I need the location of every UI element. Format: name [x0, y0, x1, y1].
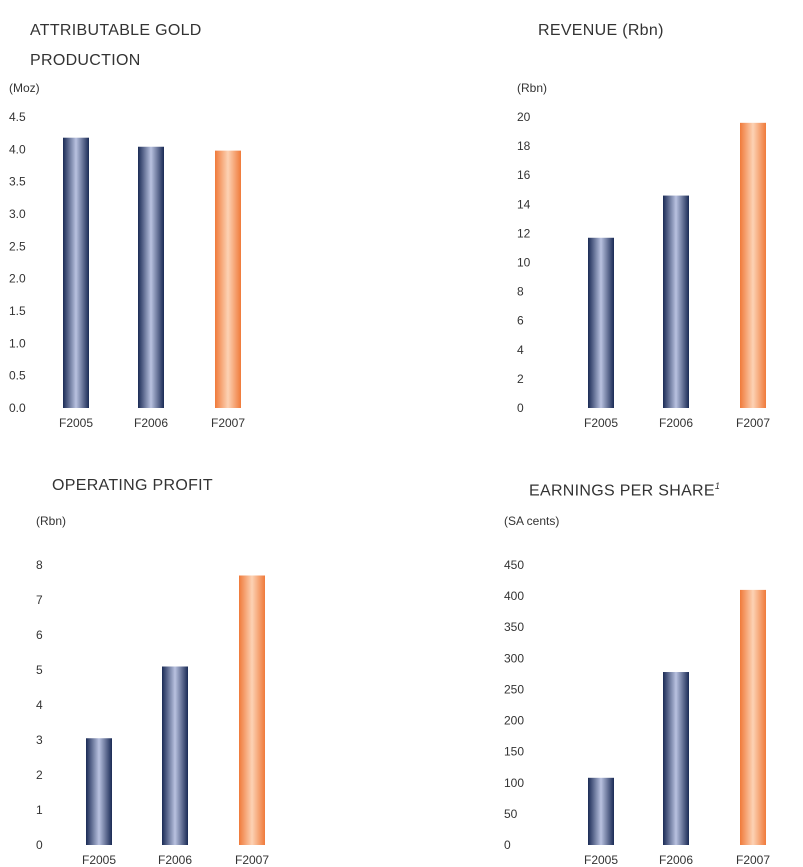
- y-tick-label: 350: [504, 620, 524, 634]
- y-tick-label: 3.0: [9, 207, 26, 221]
- x-tick-label: F2005: [584, 416, 618, 430]
- bar-chart: (Rbn) 0 2 4 6 8 10 12 14 16 18 20 F2005 F2006 F2007: [517, 81, 770, 430]
- bar-f2006: [138, 146, 164, 408]
- x-tick-label: F2005: [59, 416, 93, 430]
- y-tick-label: 20: [517, 110, 531, 124]
- y-tick-label: 0: [517, 401, 524, 415]
- y-tick-label: 450: [504, 558, 524, 572]
- chart-panel-gold-production: ATTRIBUTABLE GOLD PRODUCTION (Moz) 0.0 0.5…: [0, 0, 400, 434]
- y-tick-label: 50: [504, 807, 518, 821]
- y-tick-label: 0.5: [9, 369, 26, 383]
- x-tick-label: F2006: [158, 853, 192, 867]
- y-tick-label: 200: [504, 714, 524, 728]
- x-tick-label: F2006: [659, 416, 693, 430]
- y-tick-label: 0: [36, 838, 43, 852]
- chart-title-line-1: EARNINGS PER SHARE: [529, 482, 715, 500]
- y-tick-label: 2: [36, 768, 43, 782]
- bar-chart: (SA cents) 0 50 100 150 200 250 300 350 400 450 F20…: [504, 514, 770, 867]
- y-tick-label: 7: [36, 593, 43, 607]
- x-tick-label: F2007: [235, 853, 269, 867]
- y-tick-label: 0: [504, 838, 511, 852]
- x-tick-label: F2007: [211, 416, 245, 430]
- x-tick-label: F2005: [584, 853, 618, 867]
- y-tick-label: 10: [517, 256, 531, 270]
- y-tick-label: 3: [36, 733, 43, 747]
- footnote-marker: 1: [714, 481, 721, 491]
- y-tick-label: 2.5: [9, 239, 26, 253]
- chart-title: ATTRIBUTABLE GOLD PRODUCTION: [30, 16, 202, 76]
- y-tick-label: 4: [517, 343, 524, 357]
- y-axis-unit-label: (Moz): [9, 81, 40, 95]
- y-tick-label: 8: [36, 558, 43, 572]
- chart-title: REVENUE (Rbn): [538, 16, 664, 46]
- x-tick-label: F2005: [82, 853, 116, 867]
- bar-f2005: [86, 738, 112, 845]
- chart-title-line-2: PRODUCTION: [30, 52, 141, 69]
- x-tick-label: F2007: [736, 853, 770, 867]
- bar-f2007: [215, 150, 241, 409]
- y-tick-label: 14: [517, 197, 531, 211]
- y-tick-label: 6: [36, 628, 43, 642]
- chart-panel-operating-profit: OPERATING PROFIT (Rbn) 0 1 2 3 4 5 6 7 8 F2005 F200…: [0, 434, 400, 867]
- y-axis-unit-label: (Rbn): [36, 514, 66, 528]
- chart-title-line-1: OPERATING PROFIT: [52, 477, 213, 494]
- y-tick-label: 8: [517, 285, 524, 299]
- y-tick-label: 250: [504, 682, 524, 696]
- bar-chart: (Rbn) 0 1 2 3 4 5 6 7 8 F2005 F2006 F2007: [36, 514, 269, 867]
- bar-f2006: [162, 666, 188, 845]
- bar-f2006: [663, 672, 689, 845]
- y-tick-label: 1.5: [9, 304, 26, 318]
- y-tick-label: 1: [36, 803, 43, 817]
- bar-f2006: [663, 195, 689, 408]
- bar-f2007: [740, 122, 766, 408]
- y-axis-unit-label: (SA cents): [504, 514, 559, 528]
- chart-panel-earnings-per-share: EARNINGS PER SHARE1 (SA cents) 0 50 100 150 2…: [400, 434, 803, 867]
- y-axis-unit-label: (Rbn): [517, 81, 547, 95]
- y-tick-label: 12: [517, 226, 531, 240]
- x-tick-label: F2006: [134, 416, 168, 430]
- bar-f2005: [588, 237, 614, 408]
- bar-f2005: [588, 777, 614, 845]
- y-tick-label: 6: [517, 314, 524, 328]
- y-tick-label: 0.0: [9, 401, 26, 415]
- y-tick-label: 2: [517, 372, 524, 386]
- chart-title-line-1: REVENUE (Rbn): [538, 22, 664, 39]
- y-tick-label: 4.5: [9, 110, 26, 124]
- bar-chart: (Moz) 0.0 0.5 1.0 1.5 2.0 2.5 3.0 3.5 4.0 4.5 F2005…: [9, 81, 245, 430]
- y-tick-label: 300: [504, 651, 524, 665]
- y-tick-label: 3.5: [9, 175, 26, 189]
- chart-title: EARNINGS PER SHARE1: [529, 476, 720, 501]
- y-tick-label: 150: [504, 745, 524, 759]
- y-tick-label: 5: [36, 663, 43, 677]
- y-tick-label: 100: [504, 776, 524, 790]
- y-tick-label: 400: [504, 589, 524, 603]
- y-tick-label: 2.0: [9, 272, 26, 286]
- chart-title-line-1: ATTRIBUTABLE GOLD: [30, 22, 202, 39]
- y-tick-label: 4: [36, 698, 43, 712]
- bar-f2007: [740, 589, 766, 845]
- bar-f2005: [63, 137, 89, 408]
- bar-f2007: [239, 575, 265, 845]
- chart-title: OPERATING PROFIT: [52, 476, 213, 496]
- y-tick-label: 16: [517, 168, 531, 182]
- y-tick-label: 4.0: [9, 142, 26, 156]
- y-tick-label: 1.0: [9, 336, 26, 350]
- y-tick-label: 18: [517, 139, 531, 153]
- x-tick-label: F2006: [659, 853, 693, 867]
- chart-panel-revenue: REVENUE (Rbn) (Rbn) 0 2 4 6 8 10 12 14 16 18 20 F200…: [400, 0, 803, 434]
- x-tick-label: F2007: [736, 416, 770, 430]
